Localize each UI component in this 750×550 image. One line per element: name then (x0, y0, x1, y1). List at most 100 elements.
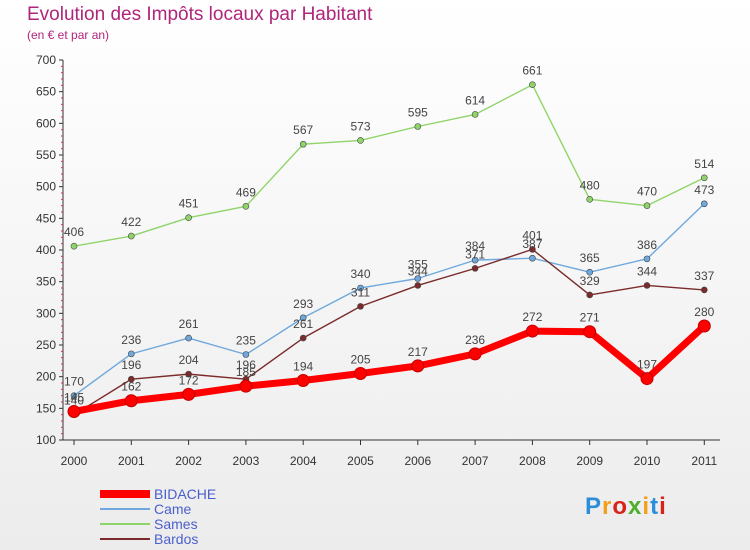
series-line-bidache (70, 322, 708, 415)
data-label-bardos: 140 (64, 394, 84, 408)
point-bidache (182, 387, 196, 401)
y-tick-label: 700 (36, 53, 56, 67)
y-tick-label: 650 (36, 85, 56, 99)
point-bidache (239, 379, 253, 393)
logo-letter: P (585, 493, 603, 520)
x-tick-label: 2002 (175, 454, 202, 468)
point-came (586, 268, 594, 276)
x-tick-label: 2005 (347, 454, 374, 468)
data-label-bardos: 196 (236, 358, 256, 372)
point-sames (586, 196, 594, 203)
x-tick-label: 2007 (462, 454, 489, 468)
point-bidache (697, 319, 711, 333)
legend-label-came: Came (154, 500, 192, 517)
point-came (414, 275, 422, 282)
data-label-came: 386 (637, 238, 657, 252)
y-tick-label: 600 (36, 116, 56, 130)
series-line-bardos (73, 248, 705, 416)
x-tick-label: 2004 (290, 454, 317, 468)
point-bidache (67, 405, 81, 418)
point-came (357, 284, 364, 292)
y-tick-label: 400 (36, 243, 56, 257)
legend-label-bardos: Bardos (154, 530, 199, 547)
data-label-came: 293 (293, 297, 313, 311)
point-bidache (296, 373, 310, 387)
point-bardos (586, 291, 594, 299)
point-bidache (468, 347, 482, 361)
data-label-bidache: 272 (522, 310, 542, 324)
point-came (128, 350, 135, 358)
data-label-bidache: 205 (350, 353, 370, 367)
point-bardos (128, 375, 135, 383)
data-label-came: 387 (522, 237, 542, 251)
point-sames (700, 174, 708, 182)
x-tick-label: 2011 (691, 454, 717, 468)
y-tick-label: 250 (36, 338, 56, 352)
point-sames (357, 137, 364, 144)
point-bardos (700, 286, 708, 294)
data-label-bardos: 311 (351, 285, 370, 299)
data-label-bidache: 172 (179, 373, 199, 387)
data-label-sames: 480 (580, 178, 600, 192)
legend-item-sames: Sames (100, 515, 198, 532)
point-sames (414, 123, 422, 130)
point-came (299, 314, 307, 322)
legend-swatch-bardos (100, 537, 150, 540)
x-tick-label: 2006 (404, 454, 431, 468)
y-tick-label: 200 (36, 370, 56, 384)
y-tick-label: 550 (36, 148, 56, 162)
point-sames (128, 232, 135, 240)
data-label-came: 473 (694, 183, 714, 197)
data-label-came: 355 (408, 258, 428, 272)
point-bidache (411, 359, 425, 373)
data-label-bardos: 401 (522, 228, 542, 242)
data-label-sames: 661 (522, 64, 542, 78)
legend-label-sames: Sames (154, 515, 198, 532)
data-label-came: 235 (236, 334, 256, 348)
point-sames (471, 111, 479, 118)
point-sames (242, 203, 250, 210)
data-label-came: 365 (580, 251, 600, 265)
data-label-sames: 567 (293, 123, 313, 137)
data-label-bardos: 329 (580, 274, 600, 288)
y-tick-label: 350 (36, 275, 56, 289)
legend-swatch-sames (100, 522, 150, 525)
data-label-bidache: 145 (64, 391, 84, 405)
data-label-sames: 614 (465, 93, 485, 107)
data-label-bardos: 204 (179, 353, 199, 367)
point-sames (185, 214, 192, 221)
x-tick-label: 2010 (634, 454, 661, 468)
data-label-sames: 422 (121, 215, 141, 229)
legend-label-bidache: BIDACHE (154, 485, 217, 502)
point-bardos (185, 370, 192, 378)
data-label-came: 236 (121, 333, 141, 347)
y-tick-label: 500 (36, 180, 56, 194)
data-label-bardos: 261 (293, 317, 313, 331)
data-label-sames: 470 (637, 185, 657, 199)
proxiti-logo: Proxiti (585, 493, 667, 521)
data-label-bidache: 185 (236, 365, 256, 379)
logo-letter: i (659, 493, 667, 520)
x-tick-label: 2008 (519, 454, 546, 468)
point-came (185, 334, 192, 342)
y-tick-label: 450 (36, 211, 56, 225)
point-bidache (583, 325, 597, 339)
data-label-bidache: 197 (637, 358, 657, 372)
point-came (70, 392, 78, 399)
x-tick-label: 2000 (61, 454, 88, 468)
data-label-bidache: 194 (293, 359, 313, 373)
y-tick-label: 300 (36, 306, 56, 320)
data-label-bardos: 337 (694, 269, 714, 283)
legend-item-bardos: Bardos (100, 530, 199, 547)
data-label-bidache: 280 (694, 305, 714, 319)
point-bardos (299, 334, 307, 342)
point-sames (70, 242, 78, 250)
data-label-sames: 469 (236, 185, 256, 199)
logo-letter: t (650, 493, 660, 520)
chart-subtitle: (en € et par an) (27, 28, 110, 42)
data-label-bardos: 344 (637, 264, 657, 278)
data-label-sames: 573 (350, 119, 370, 133)
data-label-bidache: 236 (465, 333, 485, 347)
